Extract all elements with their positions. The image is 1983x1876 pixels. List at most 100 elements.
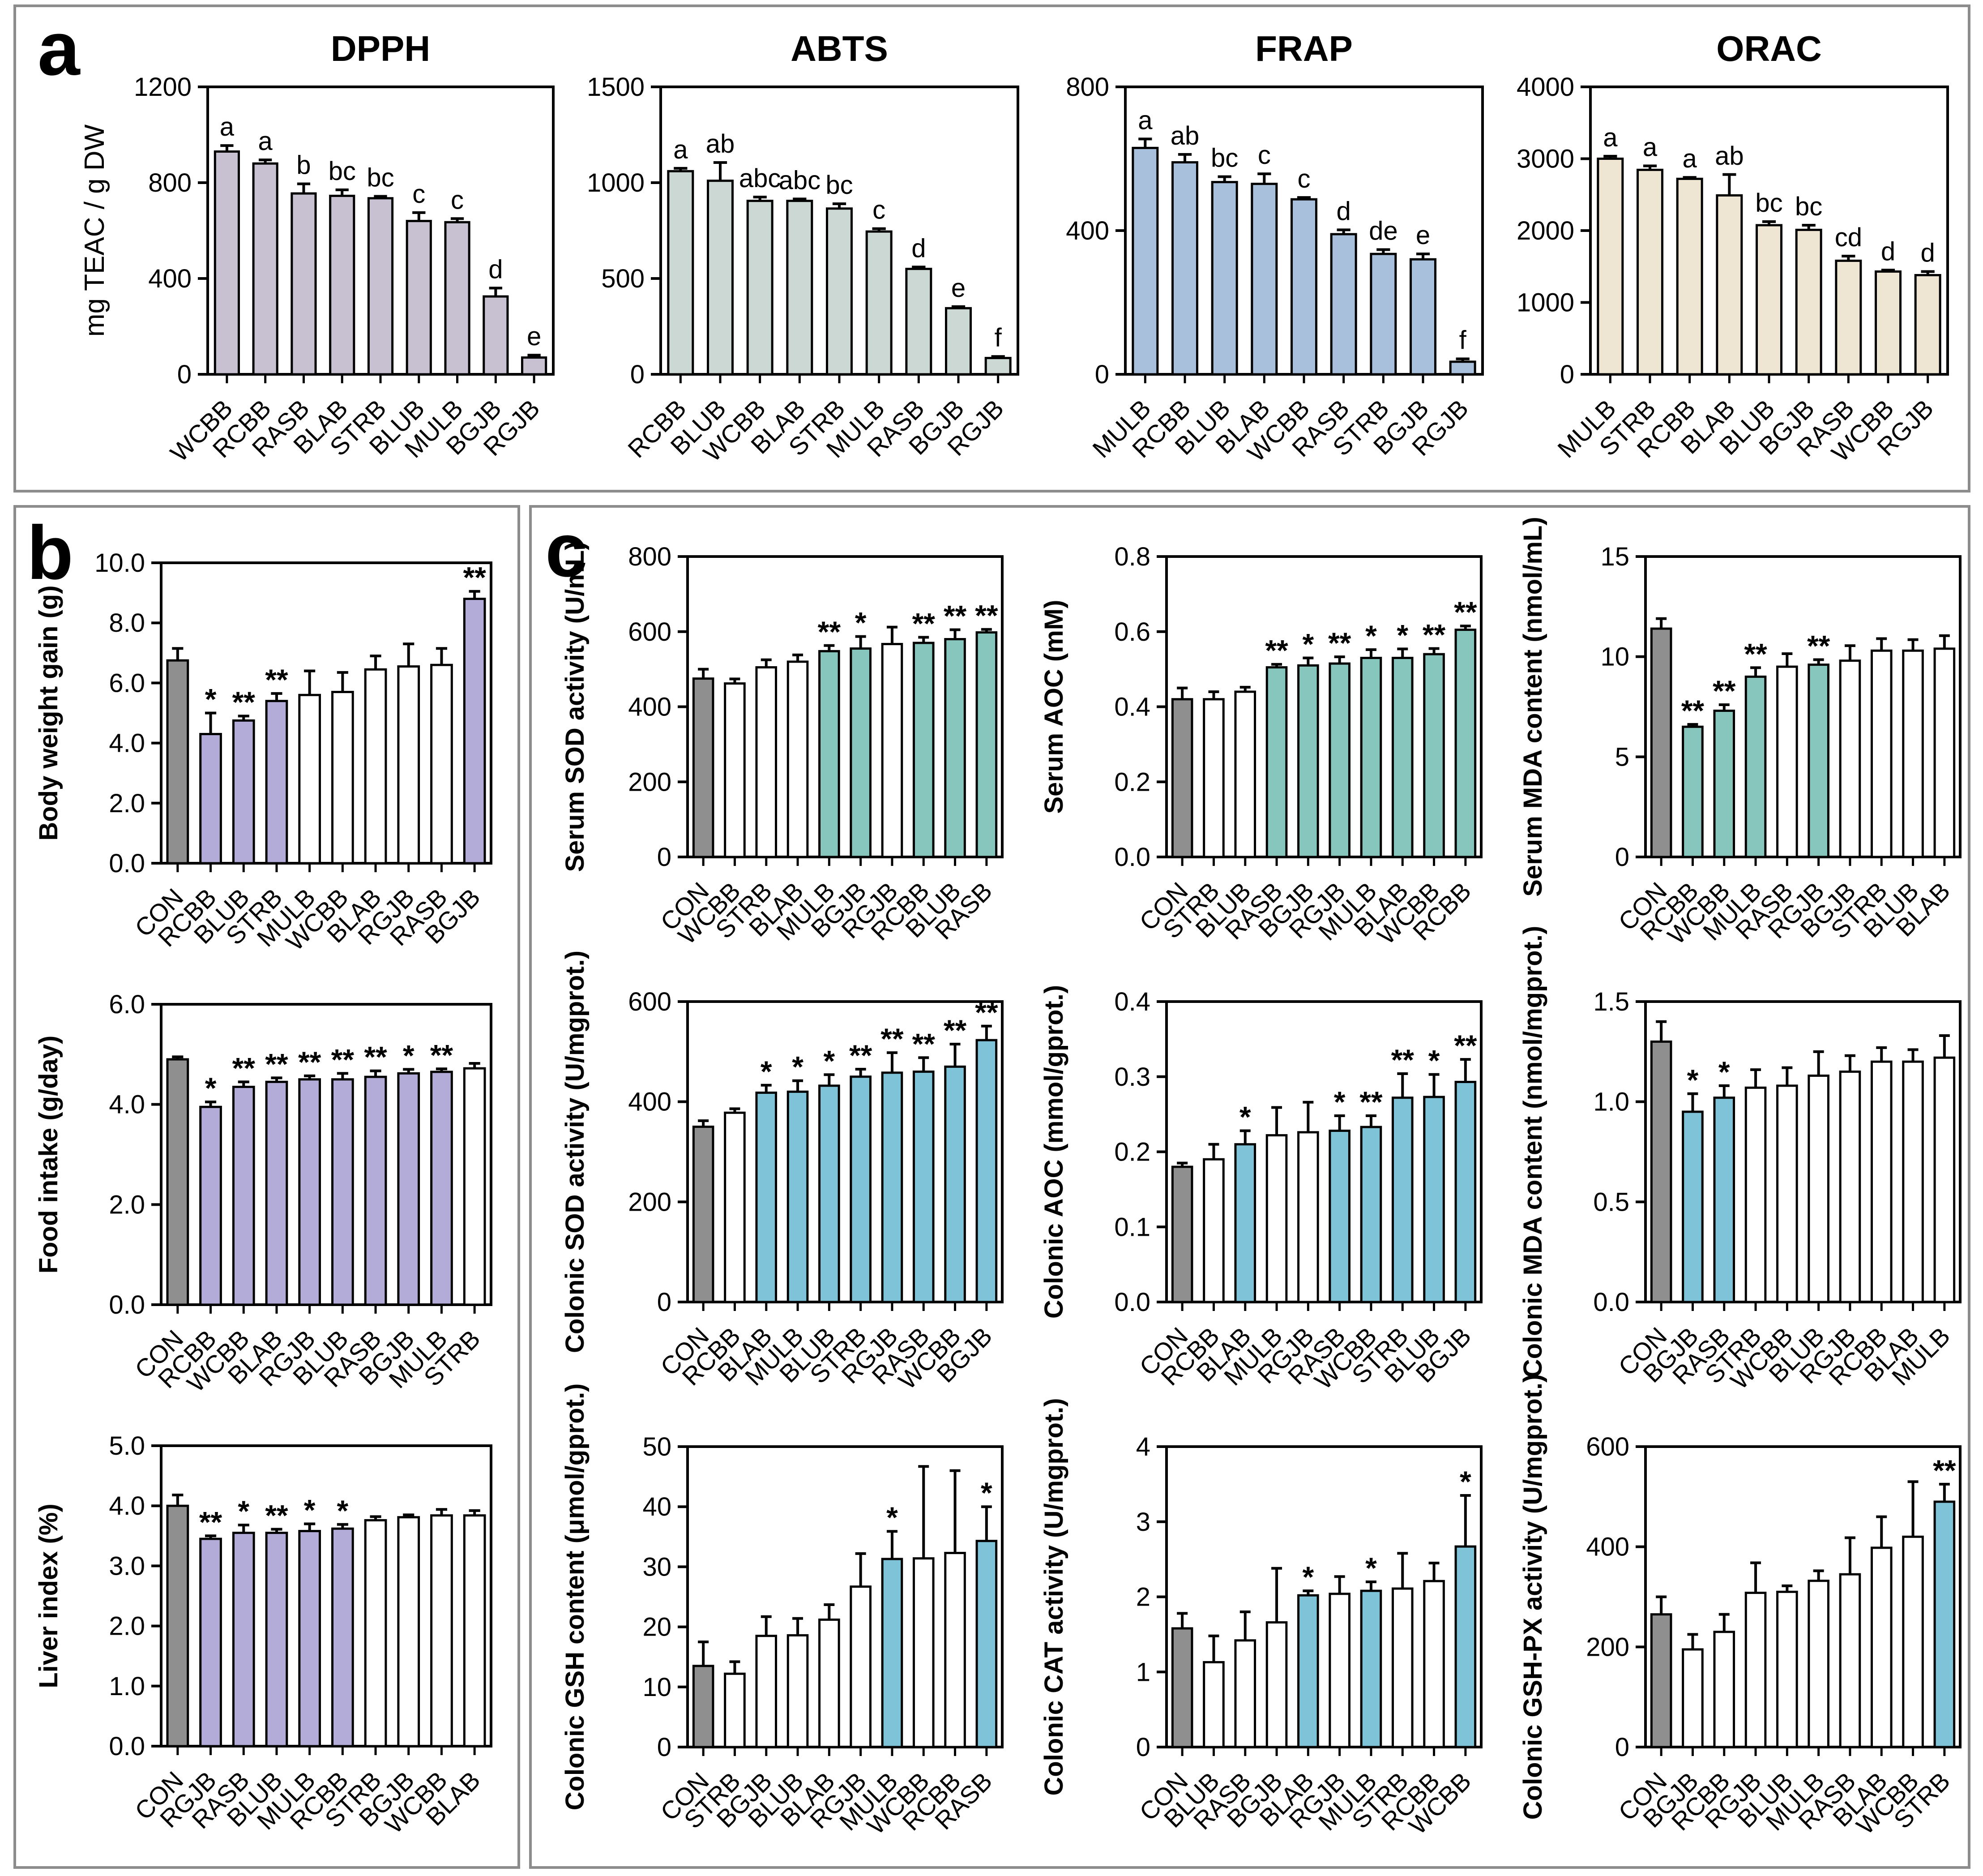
chart-title: ABTS	[791, 29, 888, 69]
bar	[667, 170, 694, 376]
bar	[291, 192, 317, 376]
bar	[786, 660, 809, 858]
bar	[265, 700, 288, 865]
y-axis-label: Colonic GSH content (μmol/gprot.)	[560, 1383, 590, 1811]
bar	[881, 1558, 903, 1748]
bar	[199, 1538, 222, 1748]
bar-chart-svg: Colonic CAT activity (U/mgprot.) 01234CON…	[1039, 1398, 1483, 1840]
significance-label: d	[1337, 197, 1351, 226]
panel-b: b Body weight gain (g) 0.0 2.0 4.0 6.0 8.0 10.…	[13, 505, 520, 1869]
significance-label: a	[1138, 106, 1153, 135]
bar	[265, 1532, 288, 1748]
significance-label: *	[1303, 627, 1314, 660]
bar	[944, 638, 966, 858]
bar	[298, 694, 321, 865]
y-tick-label: 1000	[587, 168, 645, 197]
bar	[265, 1080, 288, 1306]
significance-label: **	[265, 1499, 288, 1532]
significance-label: e	[951, 274, 966, 303]
significance-label: **	[1454, 1029, 1477, 1062]
bar	[199, 1105, 222, 1306]
bar	[1291, 198, 1318, 376]
y-tick-label: 1500	[587, 73, 645, 102]
significance-label: *	[1428, 1044, 1440, 1077]
bar	[1808, 1075, 1829, 1303]
bar	[881, 642, 903, 858]
significance-label: *	[1460, 1465, 1471, 1498]
bar	[1360, 1126, 1382, 1303]
bar	[483, 295, 509, 376]
bar-chart-svg: Food intake (g/day)0.02.04.06.0CON*RCBB*…	[34, 990, 492, 1397]
bar	[444, 221, 470, 376]
significance-label: *	[1365, 619, 1377, 652]
bar	[232, 1532, 255, 1748]
bar	[724, 682, 746, 858]
bar	[1682, 1110, 1704, 1303]
bar	[1297, 1131, 1319, 1303]
bar	[1902, 649, 1924, 858]
bar	[912, 1071, 935, 1303]
y-axis-label: Body weight gain (g)	[34, 585, 63, 840]
y-tick-label: 500	[601, 264, 645, 293]
bar	[331, 1078, 354, 1306]
bar	[1682, 1648, 1704, 1748]
significance-label: *	[205, 1071, 217, 1105]
panel-c-letter: c	[545, 508, 588, 593]
bar	[1776, 1590, 1798, 1748]
bar	[1755, 224, 1782, 376]
bar	[975, 1039, 998, 1303]
significance-label: *	[824, 1044, 835, 1077]
y-tick-label: 0	[1615, 843, 1629, 872]
plot-frame	[1644, 555, 1962, 858]
bar	[826, 207, 853, 376]
panel-a-charts-row: DPPH mg TEAC / g DW 0 400 800 1200 a WCBB a RCBB b…	[16, 7, 1968, 486]
bar-chart-svg: ABTS050010001500aRCBBabBLUBabcWCBBabcBLA…	[587, 29, 1019, 467]
bar	[1933, 647, 1956, 858]
bar	[905, 268, 932, 376]
bar	[692, 1665, 714, 1748]
y-tick-label: 0.0	[1593, 1288, 1629, 1317]
y-tick-label: 0.1	[1114, 1212, 1150, 1242]
chart-colonic-mda: Colonic MDA content (nmol/mgprot.) 0.0 0.5…	[1507, 926, 1980, 1414]
bar	[364, 668, 387, 865]
bar	[755, 1092, 778, 1303]
y-tick-label: 1	[1136, 1658, 1150, 1687]
y-tick-label: 2.0	[109, 1612, 145, 1641]
y-tick-label: 2000	[1517, 216, 1574, 245]
y-tick-label: 0.3	[1114, 1062, 1150, 1092]
significance-label: **	[364, 1041, 387, 1074]
significance-label: *	[886, 1501, 898, 1534]
chart-colonic-gshpx: Colonic GSH-PX activity (U/mgprot.) 0 200 4…	[1507, 1374, 1980, 1859]
bar	[1203, 698, 1225, 858]
y-tick-label: 50	[642, 1432, 671, 1461]
bar	[1203, 1158, 1225, 1303]
significance-label: *	[1365, 1551, 1377, 1585]
significance-label: **	[1391, 1043, 1415, 1076]
y-tick-label: 4.0	[109, 1491, 145, 1521]
bar	[1713, 1631, 1735, 1748]
bar-chart-svg: FRAP0400800aMULBabRCBBbcBLUBcBLABcWCBBdR…	[1066, 29, 1484, 467]
y-tick-label: 0	[630, 360, 645, 389]
bar	[1650, 1040, 1672, 1303]
bar	[1914, 274, 1941, 376]
bar	[252, 162, 278, 376]
y-tick-label: 0.4	[1114, 693, 1150, 722]
significance-label: **	[944, 600, 967, 633]
y-tick-label: 0.0	[109, 1290, 145, 1319]
bar	[975, 631, 998, 858]
bar	[232, 719, 255, 865]
y-axis-label: Food intake (g/day)	[34, 1036, 63, 1274]
y-tick-label: 0.2	[1114, 1138, 1150, 1167]
significance-label: *	[792, 1050, 803, 1084]
bar	[1297, 664, 1319, 858]
bar	[1234, 690, 1256, 858]
bar	[944, 1552, 966, 1748]
y-tick-label: 0	[657, 1733, 671, 1762]
significance-label: a	[1643, 133, 1658, 162]
bar	[1597, 158, 1624, 376]
y-tick-label: 3000	[1517, 145, 1574, 174]
bar	[397, 1072, 420, 1306]
y-axis-label: Serum MDA content (nmol/mL)	[1518, 517, 1547, 897]
